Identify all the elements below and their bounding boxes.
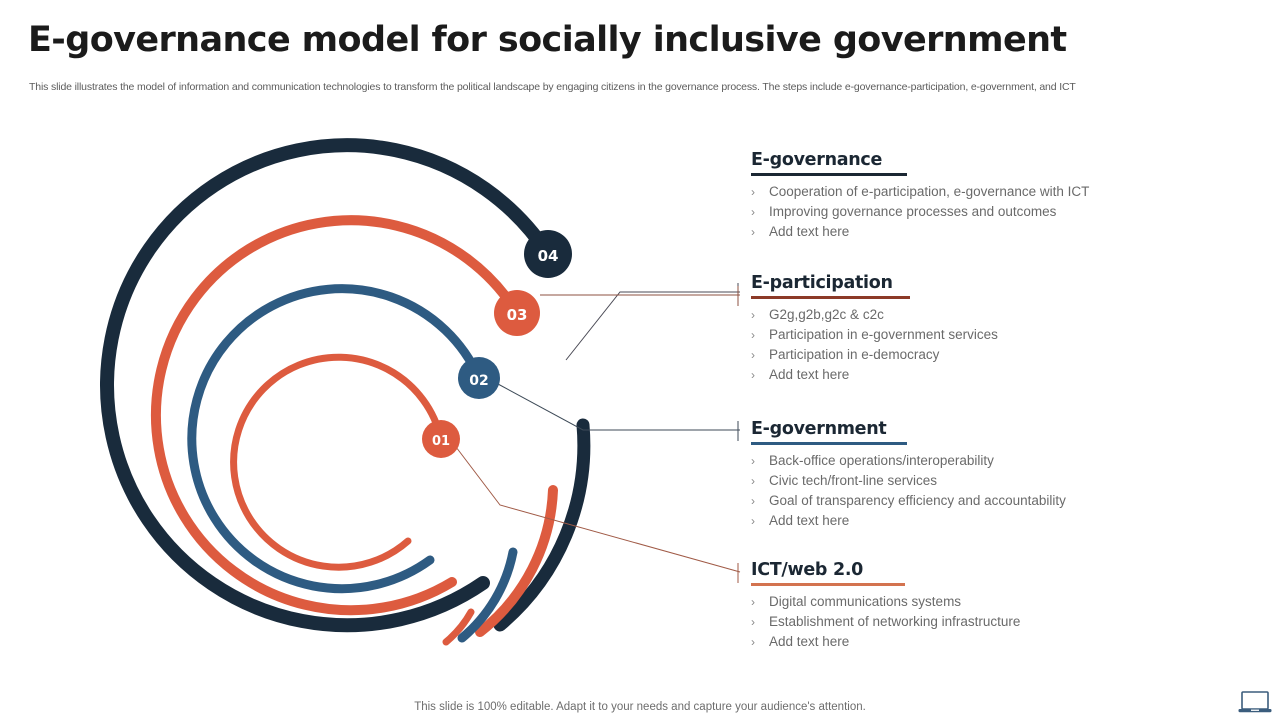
list-item-label: Participation in e-government services [769, 327, 998, 342]
chevron-right-icon: › [751, 494, 755, 508]
chevron-right-icon: › [751, 474, 755, 488]
block-rule-e-participation [751, 296, 910, 299]
arc-inner-orange [230, 353, 445, 571]
badge-03-label: 03 [507, 306, 528, 324]
block-heading-e-government: E-government [751, 419, 887, 439]
connector-04 [565, 291, 740, 361]
connector-02 [497, 383, 740, 431]
list-item: › G2g,g2b,g2c & c2c [751, 305, 1181, 325]
connector-01 [455, 446, 741, 573]
content-block-e-government: E-government › Back-office operations/in… [751, 419, 1181, 531]
content-block-e-governance: E-governance › Cooperation of e-particip… [751, 150, 1181, 242]
content-block-e-participation: E-participation › G2g,g2b,g2c & c2c › Pa… [751, 273, 1181, 385]
list-item-label: Add text here [769, 634, 850, 649]
bullet-list-e-government: › Back-office operations/interoperabilit… [751, 451, 1181, 531]
chevron-right-icon: › [751, 454, 755, 468]
spiral-diagram: 01 02 03 04 [0, 120, 760, 665]
list-item: › Participation in e-government services [751, 325, 1181, 345]
arc-tail-blue [457, 547, 518, 643]
page-title: E-governance model for socially inclusiv… [28, 20, 1067, 60]
chevron-right-icon: › [751, 368, 755, 382]
chevron-right-icon: › [751, 514, 755, 528]
content-block-ict-web-2-0: ICT/web 2.0 › Digital communications sys… [751, 560, 1181, 652]
list-item-label: Cooperation of e-participation, e-govern… [769, 184, 1090, 199]
list-item-label: G2g,g2b,g2c & c2c [769, 307, 884, 322]
list-item: › Add text here [751, 511, 1181, 531]
chevron-right-icon: › [751, 185, 755, 199]
badge-02[interactable]: 02 [458, 357, 500, 399]
arc-third-blue [187, 284, 484, 594]
list-item: › Add text here [751, 222, 1181, 242]
list-item-label: Civic tech/front-line services [769, 473, 938, 488]
list-item: › Back-office operations/interoperabilit… [751, 451, 1181, 471]
block-rule-e-governance [751, 173, 907, 176]
bullet-list-ict-web-2-0: › Digital communications systems › Estab… [751, 592, 1181, 652]
list-item-label: Add text here [769, 367, 850, 382]
arc-tail-orange [475, 485, 558, 637]
chevron-right-icon: › [751, 308, 755, 322]
list-item: › Cooperation of e-participation, e-gove… [751, 182, 1181, 202]
arc-tail-navy [493, 418, 591, 632]
block-rule-ict-web-2-0 [751, 583, 905, 586]
list-item: › Improving governance processes and out… [751, 202, 1181, 222]
arc-outer-navy [100, 138, 555, 633]
chevron-right-icon: › [751, 225, 755, 239]
arc-second-orange [151, 215, 522, 616]
list-item: › Add text here [751, 365, 1181, 385]
list-item: › Add text here [751, 632, 1181, 652]
bullet-list-e-governance: › Cooperation of e-participation, e-gove… [751, 182, 1181, 242]
list-item: › Digital communications systems [751, 592, 1181, 612]
badge-04[interactable]: 04 [524, 230, 572, 278]
chevron-right-icon: › [751, 205, 755, 219]
badge-02-label: 02 [469, 373, 488, 389]
block-rule-e-government [751, 442, 907, 445]
list-item-label: Add text here [769, 513, 850, 528]
block-heading-e-participation: E-participation [751, 273, 893, 293]
list-item: › Goal of transparency efficiency and ac… [751, 491, 1181, 511]
list-item-label: Back-office operations/interoperability [769, 453, 994, 468]
badge-01-label: 01 [432, 434, 450, 449]
chevron-right-icon: › [751, 615, 755, 629]
block-heading-ict-web-2-0: ICT/web 2.0 [751, 560, 864, 580]
chevron-right-icon: › [751, 328, 755, 342]
list-item-label: Goal of transparency efficiency and acco… [769, 493, 1066, 508]
badge-04-label: 04 [538, 247, 559, 265]
list-item-label: Improving governance processes and outco… [769, 204, 1057, 219]
arc-tail-inner-orange [442, 608, 475, 646]
chevron-right-icon: › [751, 595, 755, 609]
list-item: › Establishment of networking infrastruc… [751, 612, 1181, 632]
list-item-label: Add text here [769, 224, 850, 239]
list-item: › Participation in e-democracy [751, 345, 1181, 365]
bullet-list-e-participation: › G2g,g2b,g2c & c2c › Participation in e… [751, 305, 1181, 385]
badge-01[interactable]: 01 [422, 420, 460, 458]
list-item-label: Participation in e-democracy [769, 347, 940, 362]
list-item: › Civic tech/front-line services [751, 471, 1181, 491]
list-item-label: Establishment of networking infrastructu… [769, 614, 1021, 629]
chevron-right-icon: › [751, 635, 755, 649]
list-item-label: Digital communications systems [769, 594, 962, 609]
laptop-icon [1238, 690, 1272, 714]
footer-note: This slide is 100% editable. Adapt it to… [414, 701, 866, 713]
page-subtitle: This slide illustrates the model of info… [29, 81, 1076, 93]
block-heading-e-governance: E-governance [751, 150, 883, 170]
chevron-right-icon: › [751, 348, 755, 362]
badge-03[interactable]: 03 [494, 290, 540, 336]
